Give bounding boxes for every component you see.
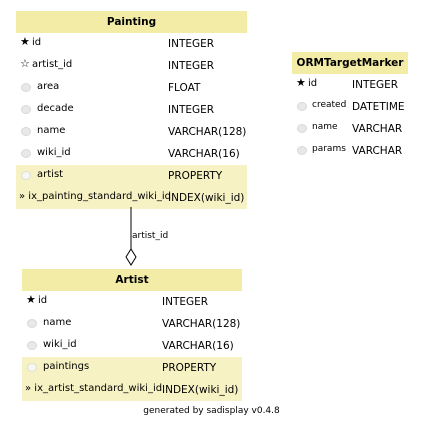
column-name: id <box>32 37 42 48</box>
artist-table-title: Artist <box>22 269 242 291</box>
painting-index: » ix_painting_standard_wiki_id INDEX(wik… <box>16 187 247 209</box>
painting-column-wiki-id: wiki_id VARCHAR(16) <box>16 143 247 165</box>
primary-key-icon: ★ <box>20 35 30 48</box>
column-name: params <box>312 144 346 154</box>
painting-column-area: area FLOAT <box>16 77 247 99</box>
column-type: VARCHAR(16) <box>162 340 234 352</box>
column-type: VARCHAR(128) <box>168 126 247 138</box>
painting-table-title: Painting <box>16 11 247 33</box>
column-name: name <box>312 122 338 132</box>
column-type: INTEGER <box>352 79 399 91</box>
column-type: VARCHAR <box>352 123 403 135</box>
artist-property-paintings: paintings PROPERTY <box>22 357 242 379</box>
relationship-label: artist_id <box>132 231 169 241</box>
painting-property-artist: artist PROPERTY <box>16 165 247 187</box>
property-type: PROPERTY <box>162 362 217 374</box>
column-name: artist_id <box>32 59 73 70</box>
foreign-key-icon: ☆ <box>20 57 30 70</box>
property-dot-icon <box>27 363 37 372</box>
orm-column-id: ★ id INTEGER <box>292 74 408 96</box>
column-type: VARCHAR(128) <box>162 318 241 330</box>
column-type: INTEGER <box>168 38 215 50</box>
index-type: INDEX(wiki_id) <box>168 192 245 204</box>
orm-target-marker-table-title: ORMTargetMarker <box>292 52 408 74</box>
column-name: name <box>43 317 72 328</box>
column-dot-icon <box>297 124 307 133</box>
column-dot-icon <box>21 149 31 158</box>
column-name: created <box>312 100 347 110</box>
column-type: VARCHAR <box>352 145 403 157</box>
aggregation-diamond-icon <box>125 248 137 266</box>
column-dot-icon <box>27 341 37 350</box>
primary-key-icon: ★ <box>296 76 306 89</box>
column-type: INTEGER <box>168 60 215 72</box>
column-dot-icon <box>21 127 31 136</box>
orm-target-marker-table: ORMTargetMarker ★ id INTEGER created DAT… <box>292 52 408 162</box>
artist-column-id: ★ id INTEGER <box>22 291 242 313</box>
column-dot-icon <box>297 102 307 111</box>
column-type: INTEGER <box>162 296 209 308</box>
artist-column-name: name VARCHAR(128) <box>22 313 242 335</box>
painting-column-id: ★ id INTEGER <box>16 33 247 55</box>
column-type: INTEGER <box>168 104 215 116</box>
column-name: id <box>38 295 48 306</box>
column-name: decade <box>37 103 74 114</box>
column-dot-icon <box>27 319 37 328</box>
column-dot-icon <box>297 146 307 155</box>
orm-column-name: name VARCHAR <box>292 118 408 140</box>
orm-column-created: created DATETIME <box>292 96 408 118</box>
index-name: » ix_artist_standard_wiki_id <box>25 383 163 394</box>
column-name: name <box>37 125 66 136</box>
artist-table-body: ★ id INTEGER name VARCHAR(128) wiki_id V… <box>22 291 242 401</box>
property-type: PROPERTY <box>168 170 223 182</box>
orm-column-params: params VARCHAR <box>292 140 408 162</box>
column-type: VARCHAR(16) <box>168 148 240 160</box>
column-name: id <box>308 78 318 89</box>
painting-column-decade: decade INTEGER <box>16 99 247 121</box>
column-type: DATETIME <box>352 101 405 113</box>
column-name: area <box>37 81 60 92</box>
artist-table: Artist ★ id INTEGER name VARCHAR(128) wi… <box>22 269 242 401</box>
property-dot-icon <box>21 171 31 180</box>
property-name: paintings <box>43 361 90 372</box>
index-name: » ix_painting_standard_wiki_id <box>19 191 171 202</box>
artist-column-wiki-id: wiki_id VARCHAR(16) <box>22 335 242 357</box>
painting-table-body: ★ id INTEGER ☆ artist_id INTEGER area FL… <box>16 33 247 209</box>
painting-column-name: name VARCHAR(128) <box>16 121 247 143</box>
index-type: INDEX(wiki_id) <box>162 384 239 396</box>
column-dot-icon <box>21 83 31 92</box>
orm-target-marker-table-body: ★ id INTEGER created DATETIME name VARCH… <box>292 74 408 162</box>
column-type: FLOAT <box>168 82 201 94</box>
column-name: wiki_id <box>37 147 71 158</box>
painting-column-artist-id: ☆ artist_id INTEGER <box>16 55 247 77</box>
artist-index: » ix_artist_standard_wiki_id INDEX(wiki_… <box>22 379 242 401</box>
generator-footer: generated by sadisplay v0.4.8 <box>143 406 280 416</box>
primary-key-icon: ★ <box>26 293 36 306</box>
column-dot-icon <box>21 105 31 114</box>
property-name: artist <box>37 169 64 180</box>
column-name: wiki_id <box>43 339 77 350</box>
painting-table: Painting ★ id INTEGER ☆ artist_id INTEGE… <box>16 11 247 209</box>
